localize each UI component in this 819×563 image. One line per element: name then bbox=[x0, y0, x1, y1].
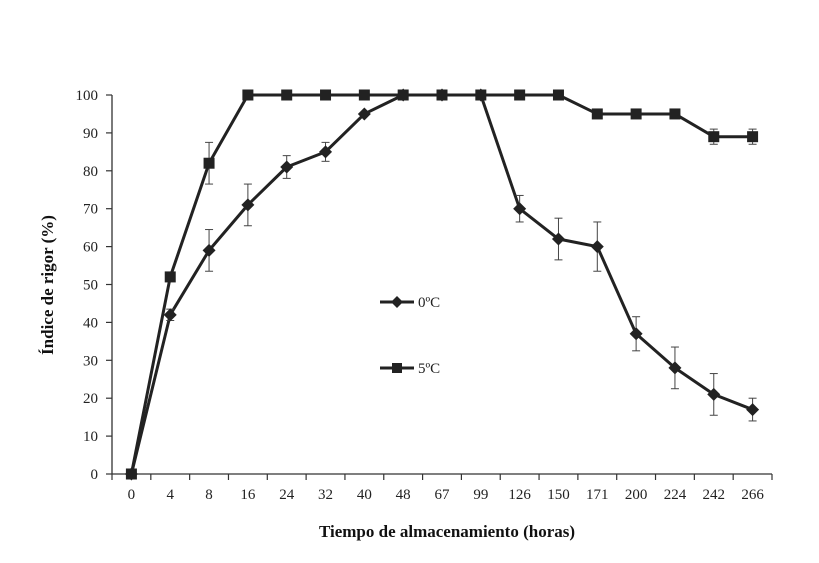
data-point bbox=[669, 108, 681, 120]
data-point bbox=[163, 308, 177, 322]
x-tick-label: 67 bbox=[435, 487, 451, 503]
data-point bbox=[513, 202, 527, 216]
data-point bbox=[241, 198, 255, 212]
data-point bbox=[708, 131, 720, 143]
data-point bbox=[630, 108, 642, 120]
data-point bbox=[357, 107, 371, 121]
data-point bbox=[281, 89, 293, 101]
data-point bbox=[436, 89, 448, 101]
y-tick-label: 80 bbox=[83, 164, 98, 180]
data-point bbox=[203, 157, 215, 169]
data-point bbox=[320, 89, 332, 101]
series-line bbox=[129, 93, 754, 475]
data-point bbox=[319, 145, 333, 159]
data-point bbox=[242, 89, 254, 101]
x-tick-label: 224 bbox=[664, 487, 687, 503]
x-tick-label: 48 bbox=[396, 487, 411, 503]
data-point bbox=[514, 89, 526, 101]
legend-marker bbox=[392, 363, 402, 373]
data-point bbox=[164, 271, 176, 283]
data-point bbox=[668, 361, 682, 375]
legend-label: 5ºC bbox=[418, 361, 440, 377]
data-point bbox=[125, 468, 137, 480]
series-layer bbox=[124, 88, 760, 481]
y-tick-label: 50 bbox=[83, 278, 98, 294]
x-axis-ticks: 0 4 8 16 24 32 40 48 67 99 126 150 171 200 224 242 266 bbox=[111, 474, 773, 503]
series-5c bbox=[125, 89, 759, 480]
x-axis-title: Tiempo de almacenamiento (horas) bbox=[319, 522, 575, 541]
legend-label: 0ºC bbox=[418, 295, 440, 311]
y-tick-label: 0 bbox=[91, 467, 99, 483]
data-point bbox=[591, 108, 603, 120]
x-tick-label: 0 bbox=[128, 487, 136, 503]
data-point bbox=[629, 327, 643, 341]
y-tick-label: 60 bbox=[83, 240, 98, 256]
y-axis-title: Índice de rigor (%) bbox=[38, 215, 57, 355]
data-point bbox=[358, 89, 370, 101]
data-point bbox=[397, 89, 409, 101]
x-tick-label: 99 bbox=[473, 487, 488, 503]
data-point bbox=[552, 89, 564, 101]
y-axis-ticks: 0 10 20 30 40 50 60 70 80 90 100 bbox=[76, 88, 112, 483]
data-point bbox=[707, 387, 721, 401]
y-tick-label: 20 bbox=[83, 391, 98, 407]
data-point bbox=[202, 243, 216, 257]
y-tick-label: 100 bbox=[76, 88, 99, 104]
series-line bbox=[129, 93, 753, 475]
x-tick-label: 242 bbox=[703, 487, 726, 503]
x-tick-label: 16 bbox=[240, 487, 256, 503]
data-point bbox=[746, 403, 760, 417]
x-tick-label: 24 bbox=[279, 487, 295, 503]
legend-marker bbox=[391, 296, 403, 308]
x-tick-label: 40 bbox=[357, 487, 372, 503]
y-tick-label: 30 bbox=[83, 353, 98, 369]
legend: 0ºC 5ºC bbox=[380, 295, 440, 377]
data-point bbox=[590, 240, 604, 254]
data-point bbox=[747, 131, 759, 143]
x-tick-label: 200 bbox=[625, 487, 648, 503]
x-tick-label: 8 bbox=[205, 487, 213, 503]
series-0c bbox=[124, 88, 760, 481]
y-tick-label: 90 bbox=[83, 126, 98, 142]
data-point bbox=[551, 232, 565, 246]
x-tick-label: 126 bbox=[508, 487, 531, 503]
x-tick-label: 4 bbox=[166, 487, 174, 503]
x-tick-label: 171 bbox=[586, 487, 609, 503]
data-point bbox=[280, 160, 294, 174]
x-tick-label: 150 bbox=[547, 487, 570, 503]
y-tick-label: 70 bbox=[83, 202, 98, 218]
y-tick-label: 10 bbox=[83, 429, 98, 445]
y-tick-label: 40 bbox=[83, 315, 98, 331]
x-tick-label: 32 bbox=[318, 487, 333, 503]
data-point bbox=[475, 89, 487, 101]
axes bbox=[111, 95, 772, 475]
x-tick-label: 266 bbox=[741, 487, 764, 503]
